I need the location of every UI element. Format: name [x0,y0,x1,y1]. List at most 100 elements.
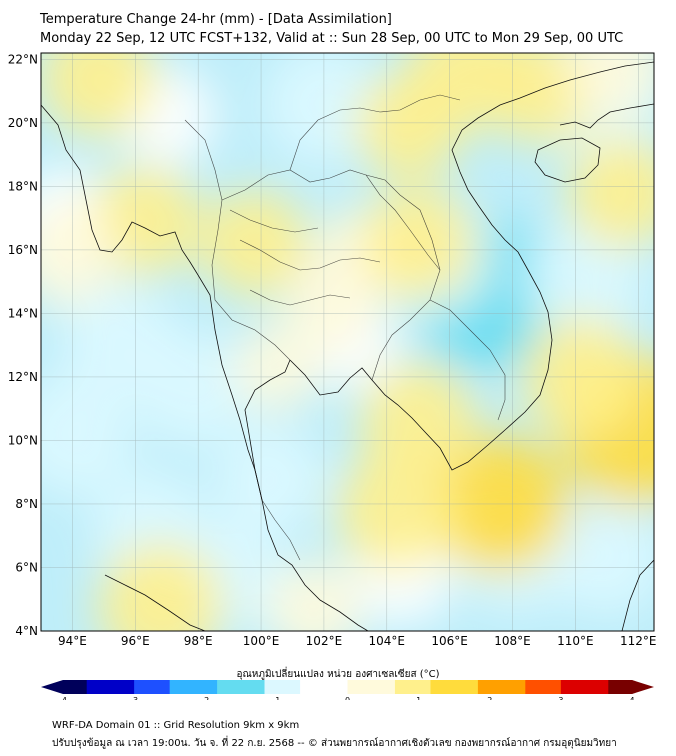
lat-tick-label: 18°N [8,179,38,193]
map-title: Temperature Change 24-hr (mm) - [Data As… [40,12,392,27]
colorbar-cell [134,680,147,694]
colorbar-cell [98,680,111,694]
colorbar-cell [477,680,491,694]
colorbar-cell [300,680,313,694]
anomaly-blob [360,363,477,480]
lat-tick-label: 6°N [15,560,38,574]
colorbar-cell [145,680,159,694]
colorbar-cell [347,680,360,694]
colorbar-cell [311,680,325,694]
anomaly-blob [232,322,322,413]
colorbar-cell [86,680,100,694]
anomaly-blob [336,450,457,571]
anomaly-blob [41,371,135,497]
lat-tick-label: 16°N [8,243,38,257]
plot-frame [40,52,655,632]
colorbar-tick-label: -3 [130,696,138,700]
colorbar-cell [205,680,218,694]
lon-tick-label: 104°E [369,634,406,648]
colorbar-cell [252,680,266,694]
lat-tick-label: 10°N [8,433,38,447]
colorbar-cell [323,680,337,694]
anomaly-blob [134,331,250,448]
lon-tick-label: 100°E [243,634,280,648]
anomaly-field [41,53,654,631]
colorbar-tick-label: 1 [416,696,421,700]
colorbar-cell [430,680,443,694]
colorbar-cell [513,680,526,694]
colorbar-tick-label: 4 [629,696,634,700]
colorbar-cell [181,680,194,694]
colorbar-tick-label: 0 [345,696,350,700]
colorbar-cell [217,680,230,694]
anomaly-blob [214,422,327,535]
footer-model-info: WRF-DA Domain 01 :: Grid Resolution 9km … [52,720,300,731]
colorbar-cell [525,680,538,694]
colorbar-cell [264,680,277,694]
lon-tick-label: 98°E [184,634,213,648]
colorbar-cell [549,680,562,694]
lat-tick-label: 4°N [15,624,38,638]
lon-tick-label: 96°E [121,634,150,648]
colorbar-tick-label: -1 [272,696,280,700]
colorbar-cell [157,680,171,694]
colorbar-cell [359,680,372,694]
map-subtitle: Monday 22 Sep, 12 UTC FCST+132, Valid at… [40,31,624,46]
colorbar-cell [169,680,183,694]
colorbar-cell [608,680,621,694]
lon-tick-label: 110°E [557,634,594,648]
lon-tick-label: 102°E [306,634,343,648]
lon-tick-label: 94°E [58,634,87,648]
colorbar-cell [122,680,135,694]
colorbar-tick-label: 2 [487,696,492,700]
colorbar-cell [228,680,242,694]
anomaly-blob [362,187,474,300]
colorbar-cell [620,680,633,694]
lon-tick-label: 108°E [494,634,531,648]
footer-credit: ปรับปรุงข้อมูล ณ เวลา 19:00น. วัน จ. ที่… [52,738,617,749]
anomaly-blob [566,137,654,249]
lat-tick-label: 12°N [8,370,38,384]
anomaly-blob [89,165,201,277]
colorbar-cell [596,680,609,694]
colorbar-cell [406,680,420,694]
anomaly-blob [41,205,118,308]
colorbar-tick-label: 3 [558,696,563,700]
colorbar-cell [74,680,88,694]
lon-tick-label: 106°E [431,634,468,648]
colorbar-cell [489,680,503,694]
colorbar-cell [584,680,597,694]
anomaly-blob [265,559,364,631]
lat-tick-label: 20°N [8,116,38,130]
colorbar-cell [288,680,301,694]
colorbar-cell [110,680,123,694]
colorbar-cell [572,680,586,694]
latitude-labels: 22°N 20°N 18°N 16°N 14°N 12°N 10°N 8°N 6°N 4°N [8,52,38,638]
anomaly-blob [98,543,223,631]
colorbar-cell [454,680,467,694]
lon-tick-label: 112°E [620,634,657,648]
coastlines [41,61,654,631]
colorbar-cell [501,680,514,694]
colorbar-cell [193,680,206,694]
colorbar-cell [537,680,550,694]
country-borders [184,94,506,561]
colorbar-tick-label: -2 [201,696,209,700]
colorbar-label: อุณหภูมิเปลี่ยนแปลง หน่วย องศาเซลเซียส (… [236,669,440,680]
colorbar-cell [240,680,254,694]
colorbar-cell [276,680,289,694]
colorbar-cell [418,680,431,694]
longitude-labels: 94°E 96°E 98°E 100°E 102°E 104°E 106°E 108°E 110… [58,634,657,648]
lat-tick-label: 14°N [8,306,38,320]
colorbar-cell [63,680,76,694]
lat-tick-label: 8°N [15,497,38,511]
anomaly-blob [201,190,309,297]
colorbar-tick-label: -4 [59,696,67,700]
temperature-change-map: 94°E 96°E 98°E 100°E 102°E 104°E 106°E 108°E 110… [8,52,657,700]
anomaly-blob [41,53,156,137]
colorbar-cell [466,680,479,694]
colorbar-cell [442,680,455,694]
anomaly-blob [565,53,654,117]
colorbar-cell [560,680,574,694]
anomaly-blob [283,257,378,351]
